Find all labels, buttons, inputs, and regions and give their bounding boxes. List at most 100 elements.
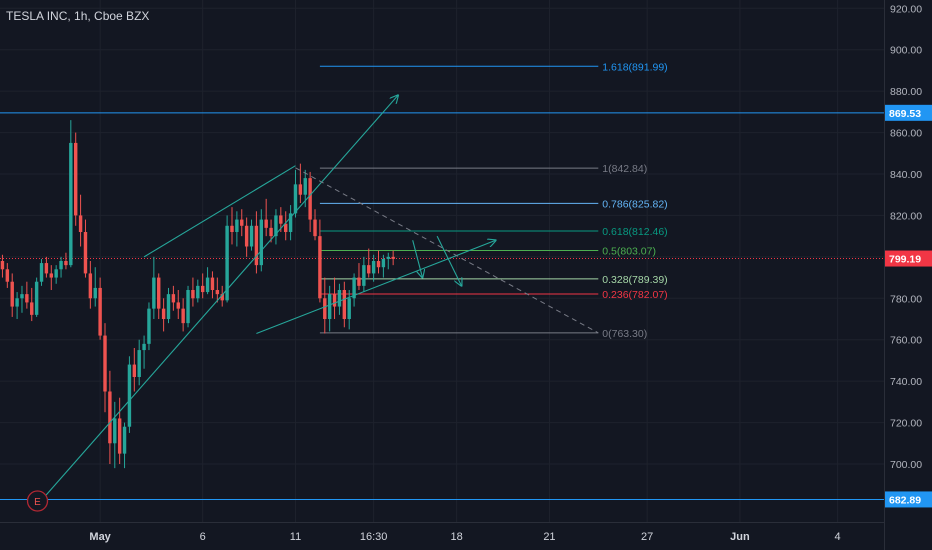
candle-body: [98, 287, 102, 336]
candle-body: [279, 215, 283, 224]
price-tick-label: 920.00: [890, 3, 922, 15]
candle-body: [269, 227, 273, 237]
candle-body: [332, 294, 337, 307]
candle-body: [264, 219, 268, 228]
candle-body: [381, 258, 386, 268]
candle-body: [240, 219, 244, 226]
candle-body: [347, 298, 351, 319]
time-axis: May 6 11 16:30 18 21 27 Jun 4: [0, 522, 884, 543]
candle-body: [83, 232, 88, 274]
price-tick-label: 700.00: [890, 459, 922, 471]
candle-body: [196, 285, 200, 299]
projection-arrow[interactable]: [436, 235, 461, 286]
time-tick-label: 21: [543, 531, 555, 543]
candle-body: [342, 290, 347, 319]
candle-body: [78, 215, 83, 232]
price-tick-label: 720.00: [890, 418, 922, 430]
fib-level-label: 0(763.30): [602, 328, 647, 340]
candle-body: [152, 277, 156, 309]
fib-level-label: 0.5(803.07): [602, 245, 656, 257]
candle-body: [293, 184, 298, 214]
chart-grid: [0, 0, 884, 522]
candle-body: [108, 391, 112, 444]
candle-body: [288, 213, 293, 232]
time-tick-label: 11: [290, 531, 301, 543]
candle-body: [147, 308, 151, 344]
candle-body: [284, 223, 288, 232]
price-level-badge: [885, 491, 932, 508]
candle-body: [357, 277, 361, 286]
candlestick-series: [0, 120, 395, 469]
candle-body: [54, 269, 58, 278]
candle-body: [318, 236, 322, 299]
time-tick-label: May: [89, 531, 111, 543]
candle-body: [49, 273, 53, 278]
trend-channel-line[interactable]: [143, 165, 296, 258]
fibonacci-retracement: 1.618(891.99) 1(842.84) 0.786(825.82) 0.618…: [319, 61, 668, 340]
candle-body: [371, 261, 376, 274]
earnings-marker-icon[interactable]: [26, 490, 49, 512]
candle-body: [20, 294, 24, 299]
price-level-badge-label: 869.53: [889, 108, 921, 120]
candle-body: [323, 298, 327, 319]
candle-body: [249, 225, 254, 247]
candle-body: [132, 364, 137, 377]
candle-body: [225, 225, 229, 301]
candle-body: [44, 263, 49, 274]
chart-title: TESLA INC, 1h, Cboe BZX: [6, 9, 150, 23]
candle-body: [30, 302, 34, 315]
projection-dashed-line[interactable]: [295, 167, 599, 334]
candle-body: [327, 294, 332, 319]
candle-body: [254, 225, 259, 266]
candle-body: [127, 364, 132, 427]
candle-body: [137, 350, 141, 377]
current-price-badge-label: 799.19: [889, 254, 921, 266]
time-tick-label: 16:30: [360, 531, 388, 543]
candle-body: [191, 290, 195, 299]
candle-body: [176, 302, 180, 309]
price-level-badge-label: 682.89: [889, 494, 921, 506]
candle-body: [0, 261, 5, 270]
candle-body: [161, 308, 166, 319]
candle-body: [386, 256, 390, 259]
candle-body: [181, 308, 185, 324]
current-price-badge: [885, 250, 932, 267]
candle-body: [117, 418, 122, 454]
fib-level-label: 0.786(825.82): [602, 198, 667, 210]
fib-level-label: 0.618(812.46): [602, 226, 667, 238]
candle-body: [235, 219, 239, 232]
candle-body: [186, 290, 190, 324]
candle-body: [171, 294, 176, 303]
candle-body: [337, 290, 342, 307]
candle-body: [59, 261, 63, 270]
candle-body: [69, 142, 73, 266]
trend-channel-line[interactable]: [41, 95, 399, 501]
price-axis: 920.00900.00880.00860.00840.00820.00800.…: [884, 0, 932, 550]
fib-level-label: 0.328(789.39): [602, 274, 667, 286]
price-tick-label: 760.00: [890, 335, 922, 347]
candle-body: [34, 281, 39, 315]
projection-arrow[interactable]: [412, 240, 423, 277]
candle-body: [274, 215, 278, 237]
price-tick-label: 820.00: [890, 210, 922, 222]
trend-channel-line[interactable]: [256, 240, 495, 335]
fib-level-label: 1.618(891.99): [602, 61, 667, 73]
price-tick-label: 740.00: [890, 376, 922, 388]
candle-body: [230, 225, 234, 232]
fib-level-label: 1(842.84): [602, 163, 647, 175]
candle-body: [352, 277, 356, 299]
candle-body: [122, 426, 127, 454]
candle-body: [391, 256, 395, 259]
trend-drawings: [41, 95, 599, 501]
candle-body: [113, 418, 117, 444]
price-tick-label: 880.00: [890, 86, 922, 98]
earnings-marker: E: [26, 490, 49, 512]
candle-body: [15, 298, 19, 307]
price-tick-label: 840.00: [890, 169, 922, 181]
price-tick-label: 780.00: [890, 293, 922, 305]
candle-body: [5, 269, 10, 282]
candle-body: [210, 277, 215, 290]
price-level-badge: [885, 104, 932, 121]
candle-body: [303, 178, 307, 195]
